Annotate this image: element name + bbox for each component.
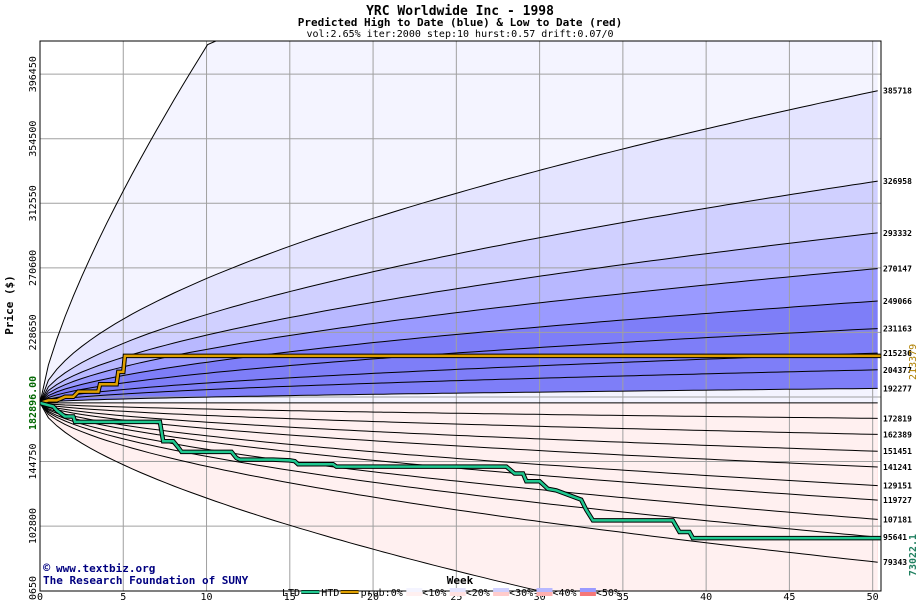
watermark-line1: www.textbiz.org [56, 562, 155, 575]
legend-swatch [536, 592, 553, 596]
y-tick-label: 312550 [28, 185, 39, 221]
band-boundary [39, 369, 878, 404]
band-boundary [39, 402, 878, 520]
band-boundary [39, 180, 878, 404]
band-end-label: 215236 [883, 349, 912, 358]
band-end-labels: 385718 326958 293332 270147 249066 231163 2152… [883, 87, 919, 576]
grid-lines [39, 41, 881, 592]
band-boundary [39, 402, 878, 487]
legend-swatch [579, 592, 596, 596]
y-tick-label: 396450 [28, 56, 39, 92]
y-tick-label: 270600 [28, 250, 39, 286]
band-boundary [39, 232, 878, 404]
band-end-label: 95641 [883, 533, 907, 542]
high-band [40, 388, 878, 403]
y-axis-label: Price ($) [3, 275, 16, 335]
legend-label: <40% [553, 588, 577, 599]
x-tick-label: 50 [867, 592, 879, 600]
ltd-line [39, 401, 881, 540]
legend-label: LTD [282, 588, 300, 599]
legend-label: <20% [466, 588, 490, 599]
x-tick-label: 0 [37, 592, 43, 600]
legend-swatch [579, 588, 596, 592]
chart-params: vol:2.65% iter:2000 step:10 hurst:0.57 d… [306, 29, 613, 40]
y-tick-label: 144750 [28, 444, 39, 480]
band-end-label: 129151 [883, 482, 912, 491]
band-end-label: 270147 [883, 265, 912, 274]
band-end-label: 141241 [883, 463, 912, 472]
band-end-label: 385718 [883, 87, 912, 96]
legend-label: HTD [321, 588, 339, 599]
high-band [40, 353, 878, 403]
htd-last-label: 213379 [908, 344, 919, 380]
high-band [40, 41, 878, 403]
watermark-line2: The Research Foundation of SUNY [43, 574, 249, 587]
htd-line [39, 354, 881, 405]
legend-swatch [536, 588, 553, 592]
band-end-label: 162389 [883, 430, 912, 439]
legend-label: <30% [509, 588, 533, 599]
legend-swatch [449, 588, 466, 592]
band-end-label: 79343 [883, 558, 907, 567]
x-axis-label: Week [447, 574, 474, 587]
high-band [40, 301, 878, 403]
copyright-icon: © [43, 561, 51, 575]
y-tick-label: 60650 [28, 576, 39, 600]
x-tick-label: 40 [700, 592, 712, 600]
y-tick-label: 354500 [28, 121, 39, 157]
x-tick-label: 35 [617, 592, 629, 600]
legend-swatch [449, 592, 466, 596]
legend-label: prob:0% [361, 588, 403, 599]
band-boundary [39, 328, 878, 404]
legend-swatch [406, 588, 423, 592]
legend-swatch [493, 592, 510, 596]
band-boundary [39, 90, 878, 404]
legend-swatch [493, 588, 510, 592]
y-tick-label: 182896.00 [28, 376, 39, 430]
band-end-label: 119727 [883, 496, 912, 505]
band-end-label: 231163 [883, 325, 912, 334]
band-end-label: 204377 [883, 366, 912, 375]
y-tick-label: 228650 [28, 314, 39, 350]
probability-bands [40, 41, 878, 591]
x-tick-label: 5 [120, 592, 126, 600]
band-boundary [39, 300, 878, 404]
band-end-label: 107181 [883, 515, 912, 524]
chart-subtitle: Predicted High to Date (blue) & Low to D… [298, 16, 623, 29]
x-tick-label: 15 [284, 592, 296, 600]
x-tick-label: 45 [783, 592, 795, 600]
legend-label: <10% [422, 588, 446, 599]
band-boundary [39, 402, 878, 468]
high-band [40, 90, 878, 403]
band-end-label: 293332 [883, 229, 912, 238]
high-band [40, 328, 878, 403]
x-tick-label: 20 [367, 592, 379, 600]
y-tick-label: 102800 [28, 508, 39, 544]
band-end-label: 326958 [883, 177, 912, 186]
band-end-label: 249066 [883, 297, 912, 306]
band-boundary [39, 402, 878, 435]
high-band [40, 232, 878, 403]
series-lines [39, 353, 881, 541]
high-band [40, 369, 878, 403]
legend-label: <50% [596, 588, 620, 599]
x-tick-label: 10 [201, 592, 213, 600]
band-boundary [39, 387, 878, 404]
band-boundary [39, 402, 878, 452]
band-boundary [39, 402, 878, 563]
legend: LTD HTD prob:0% <10% <20% <30% <40% <50% [282, 588, 620, 599]
ltd-last-label: 73022.1 [908, 534, 919, 576]
high-band [40, 181, 878, 403]
legend-swatch [406, 592, 423, 596]
band-end-label: 151451 [883, 447, 912, 456]
band-end-label: 172819 [883, 414, 912, 423]
band-boundary [39, 402, 878, 419]
high-band [40, 268, 878, 403]
band-end-label: 192277 [883, 384, 912, 393]
chart-title: YRC Worldwide Inc - 1998 [366, 4, 554, 19]
